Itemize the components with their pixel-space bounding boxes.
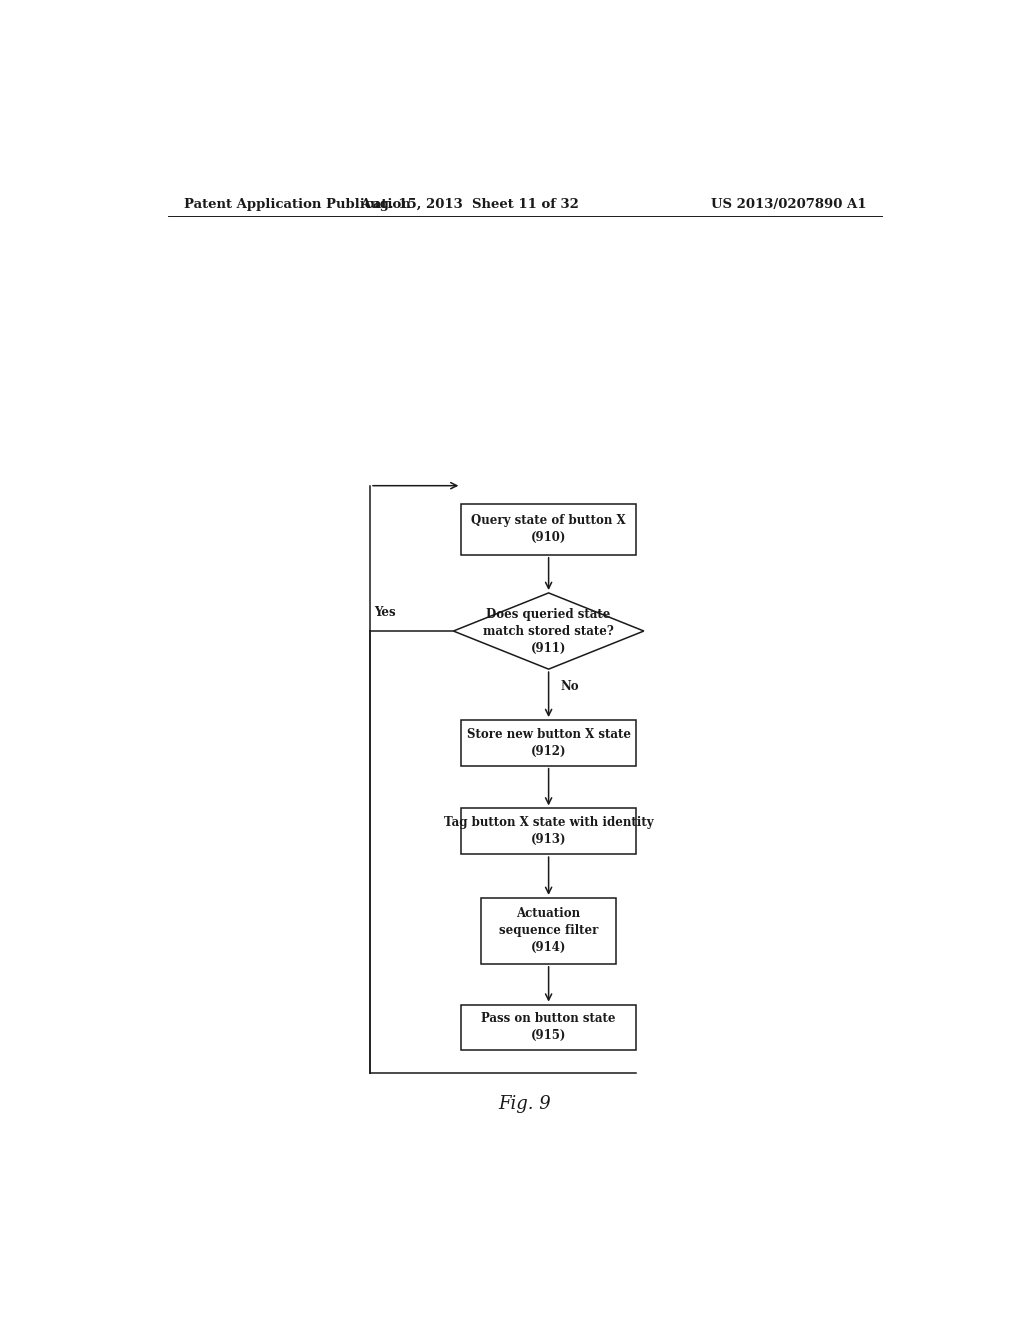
Text: No: No (560, 680, 580, 693)
Bar (462, 719, 636, 766)
Text: Pass on button state
(915): Pass on button state (915) (481, 1012, 615, 1043)
Bar (462, 808, 636, 854)
Text: Store new button X state
(912): Store new button X state (912) (467, 727, 631, 758)
Bar (462, 504, 636, 554)
Bar (481, 898, 616, 964)
Bar (462, 1005, 636, 1051)
Text: Patent Application Publication: Patent Application Publication (183, 198, 411, 211)
Text: Actuation
sequence filter
(914): Actuation sequence filter (914) (499, 907, 598, 954)
Polygon shape (454, 593, 644, 669)
Text: Yes: Yes (374, 606, 395, 619)
Text: US 2013/0207890 A1: US 2013/0207890 A1 (711, 198, 866, 211)
Text: Does queried state
match stored state?
(911): Does queried state match stored state? (… (483, 607, 614, 655)
Text: Tag button X state with identity
(913): Tag button X state with identity (913) (443, 816, 653, 846)
Text: Aug. 15, 2013  Sheet 11 of 32: Aug. 15, 2013 Sheet 11 of 32 (359, 198, 579, 211)
Text: Fig. 9: Fig. 9 (499, 1094, 551, 1113)
Text: Query state of button X
(910): Query state of button X (910) (471, 515, 626, 544)
